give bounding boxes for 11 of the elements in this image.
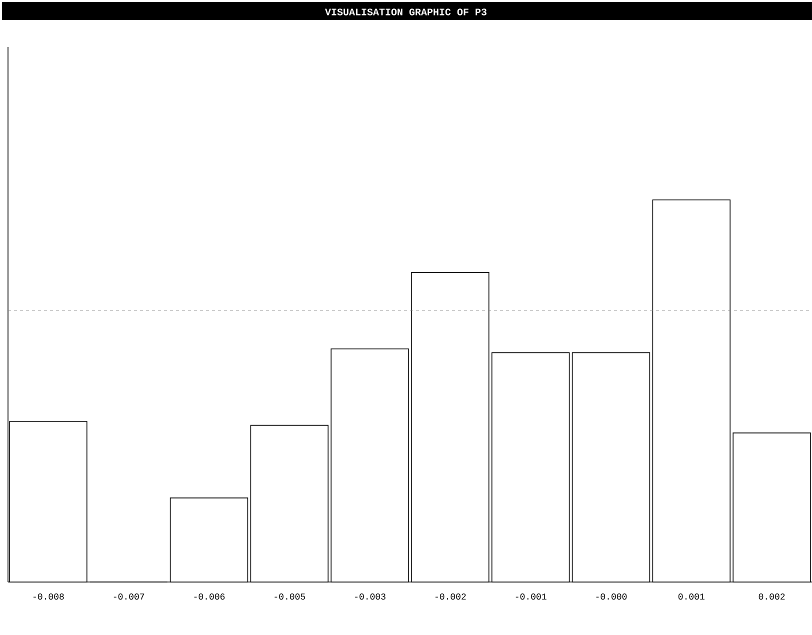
x-tick-label: -0.007 <box>114 594 144 600</box>
x-tick-label: 0.001 <box>678 594 704 600</box>
x-tick-label: -0.008 <box>33 594 64 600</box>
x-tick-label: -0.003 <box>355 594 386 600</box>
x-tick-label: -0.005 <box>274 594 306 600</box>
x-tick-label: -0.000 <box>596 594 627 600</box>
x-tick-label: 0.002 <box>758 594 785 600</box>
x-tick-label: -0.002 <box>435 594 466 600</box>
x-tick-label: -0.001 <box>516 594 546 600</box>
chart-title: VISUALISATION GRAPHIC OF P3 <box>325 8 486 16</box>
x-tick-label: -0.006 <box>194 594 225 600</box>
